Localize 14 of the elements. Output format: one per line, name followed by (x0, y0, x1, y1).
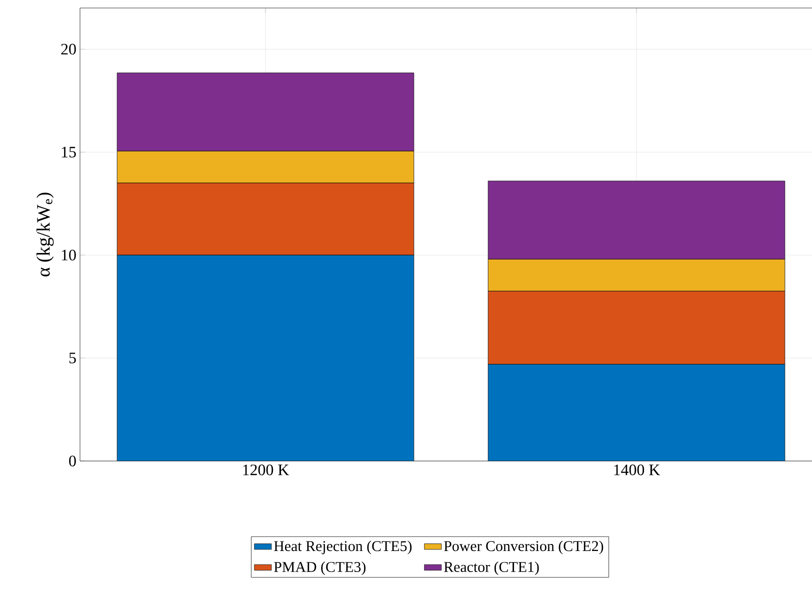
legend-label: Reactor (CTE1) (444, 562, 539, 576)
x-tick-label: 1200 K (243, 464, 290, 476)
y-axis-title: α (kg/kW$_{e}$) (36, 192, 54, 276)
y-tick-label: 20 (61, 44, 76, 55)
y-tick-label: 5 (69, 352, 76, 364)
x-tick-label: 1400 K (614, 464, 660, 476)
legend-label: Power Conversion (CTE2) (444, 540, 604, 554)
y-tick-label: 15 (62, 146, 76, 158)
y-tick-label: 0 (69, 456, 76, 466)
y-tick-label: 10 (62, 250, 76, 260)
bar (116, 254, 414, 461)
bar (488, 364, 786, 461)
legend-label: PMAD (CTE3) (274, 562, 366, 576)
legend-label: Heat Rejection (CTE5) (274, 540, 412, 554)
